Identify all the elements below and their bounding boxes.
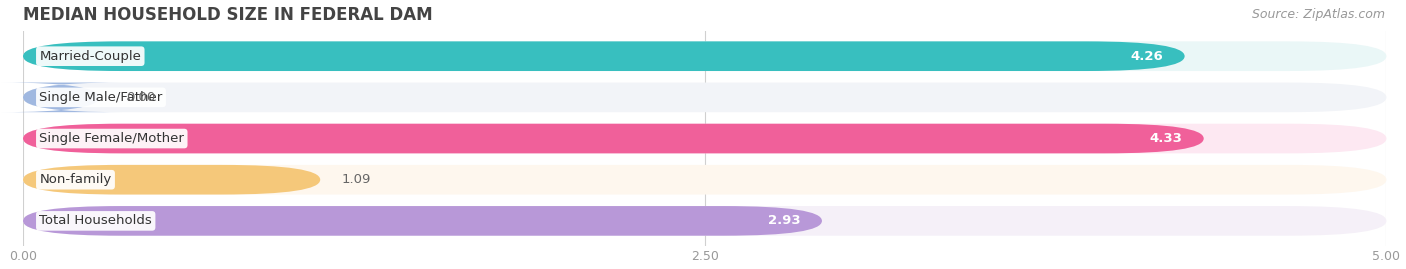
FancyBboxPatch shape (22, 206, 823, 236)
Text: Married-Couple: Married-Couple (39, 50, 141, 63)
FancyBboxPatch shape (22, 124, 1204, 153)
Text: Total Households: Total Households (39, 214, 152, 227)
Text: MEDIAN HOUSEHOLD SIZE IN FEDERAL DAM: MEDIAN HOUSEHOLD SIZE IN FEDERAL DAM (22, 6, 433, 24)
FancyBboxPatch shape (22, 124, 1386, 153)
Text: 1.09: 1.09 (342, 173, 371, 186)
FancyBboxPatch shape (22, 41, 1185, 71)
FancyBboxPatch shape (22, 83, 1386, 112)
FancyBboxPatch shape (22, 41, 1386, 71)
Text: Single Male/Father: Single Male/Father (39, 91, 163, 104)
Text: 2.93: 2.93 (768, 214, 800, 227)
FancyBboxPatch shape (22, 206, 1386, 236)
FancyBboxPatch shape (22, 165, 321, 194)
Text: Single Female/Mother: Single Female/Mother (39, 132, 184, 145)
Text: 4.26: 4.26 (1130, 50, 1163, 63)
Text: Source: ZipAtlas.com: Source: ZipAtlas.com (1251, 8, 1385, 21)
FancyBboxPatch shape (22, 165, 1386, 194)
Text: 4.33: 4.33 (1149, 132, 1182, 145)
Text: Non-family: Non-family (39, 173, 111, 186)
Text: 0.00: 0.00 (127, 91, 156, 104)
FancyBboxPatch shape (1, 83, 121, 112)
